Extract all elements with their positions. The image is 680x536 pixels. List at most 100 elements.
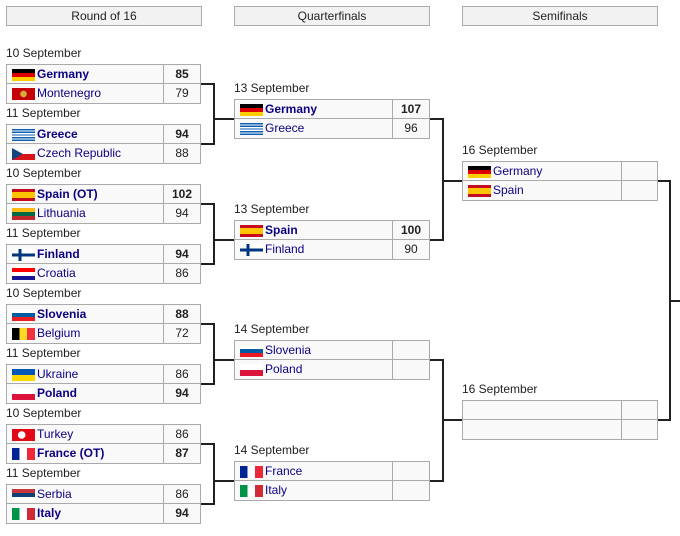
- header-quarterfinals: Quarterfinals: [234, 6, 430, 26]
- team-name[interactable]: Greece: [6, 124, 164, 144]
- team-row: Poland: [234, 360, 430, 380]
- team-name[interactable]: Italy: [234, 481, 393, 501]
- flag-it-icon: [240, 485, 263, 497]
- team-name[interactable]: Serbia: [6, 484, 164, 504]
- bracket-connector: [442, 118, 444, 241]
- team-name[interactable]: Ukraine: [6, 364, 164, 384]
- team-name[interactable]: Croatia: [6, 264, 164, 284]
- team-score: [621, 420, 658, 440]
- team-row: Spain 100: [234, 220, 430, 240]
- team-score: 87: [163, 444, 201, 464]
- team-row: Ukraine 86: [6, 364, 201, 384]
- team-name[interactable]: Slovenia: [6, 304, 164, 324]
- flag-fi-icon: [240, 244, 263, 256]
- match-date: 14 September: [234, 443, 310, 457]
- flag-fr-icon: [240, 466, 263, 478]
- team-score: [392, 461, 430, 481]
- match-date: 13 September: [234, 81, 310, 95]
- team-name[interactable]: Belgium: [6, 324, 164, 344]
- bracket-connector: [658, 180, 671, 182]
- flag-de-icon: [240, 104, 263, 116]
- flag-gr-icon: [12, 129, 35, 141]
- team-name[interactable]: Lithuania: [6, 204, 164, 224]
- team-name[interactable]: Germany: [6, 64, 164, 84]
- header-round-of-16: Round of 16: [6, 6, 202, 26]
- flag-fr-icon: [12, 448, 35, 460]
- team-name[interactable]: [462, 420, 622, 440]
- flag-de-icon: [468, 166, 491, 178]
- team-name[interactable]: Germany: [462, 161, 622, 181]
- team-row: Finland 90: [234, 240, 430, 260]
- team-row: [462, 420, 658, 440]
- team-name[interactable]: Turkey: [6, 424, 164, 444]
- team-row: [462, 400, 658, 420]
- team-name[interactable]: Finland: [6, 244, 164, 264]
- team-score: 72: [163, 324, 201, 344]
- team-row: Germany 85: [6, 64, 201, 84]
- bracket-connector: [214, 480, 234, 482]
- flag-pl-icon: [12, 388, 35, 400]
- flag-ua-icon: [12, 369, 35, 381]
- bracket-connector: [201, 443, 215, 445]
- team-name[interactable]: Czech Republic: [6, 144, 164, 164]
- team-name[interactable]: Germany: [234, 99, 393, 119]
- team-name[interactable]: Montenegro: [6, 84, 164, 104]
- team-name[interactable]: Spain: [234, 220, 393, 240]
- bracket-connector: [214, 118, 234, 120]
- team-name[interactable]: Spain (OT): [6, 184, 164, 204]
- team-name-text: Slovenia: [265, 343, 312, 357]
- bracket-connector: [213, 83, 215, 145]
- match-date: 11 September: [6, 226, 81, 240]
- team-row: Turkey 86: [6, 424, 201, 444]
- flag-tr-icon: [12, 429, 35, 441]
- team-name[interactable]: Finland: [234, 240, 393, 260]
- team-name[interactable]: Greece: [234, 119, 393, 139]
- team-name-text: Croatia: [37, 266, 76, 280]
- team-row: Slovenia: [234, 340, 430, 360]
- flag-it-icon: [12, 508, 35, 520]
- team-name[interactable]: Spain: [462, 181, 622, 201]
- team-score: 94: [163, 204, 201, 224]
- team-name[interactable]: France: [234, 461, 393, 481]
- bracket-connector: [443, 419, 462, 421]
- flag-fi-icon: [12, 249, 35, 261]
- flag-si-icon: [240, 345, 263, 357]
- bracket-connector: [214, 239, 234, 241]
- team-score: 94: [163, 504, 201, 524]
- bracket-connector: [658, 419, 671, 421]
- team-score: [392, 481, 430, 501]
- match-date: 16 September: [462, 382, 538, 396]
- team-score: [621, 161, 658, 181]
- bracket-connector: [213, 443, 215, 505]
- flag-pl-icon: [240, 364, 263, 376]
- bracket-connector: [443, 180, 462, 182]
- bracket-connector: [670, 300, 680, 302]
- flag-de-icon: [12, 69, 35, 81]
- team-score: 102: [163, 184, 201, 204]
- flag-rs-icon: [12, 489, 35, 501]
- team-name-text: Greece: [265, 121, 305, 135]
- team-name-text: Lithuania: [37, 206, 86, 220]
- team-name[interactable]: France (OT): [6, 444, 164, 464]
- team-name-text: Serbia: [37, 487, 72, 501]
- team-name[interactable]: Poland: [234, 360, 393, 380]
- team-name[interactable]: Slovenia: [234, 340, 393, 360]
- team-row: France (OT) 87: [6, 444, 201, 464]
- team-name-text: Poland: [37, 386, 78, 400]
- flag-cz-icon: [12, 148, 35, 160]
- team-row: Belgium 72: [6, 324, 201, 344]
- flag-be-icon: [12, 328, 35, 340]
- team-row: Germany 107: [234, 99, 430, 119]
- flag-gr-icon: [240, 123, 263, 135]
- team-name[interactable]: Italy: [6, 504, 164, 524]
- team-score: 86: [163, 424, 201, 444]
- match-date: 11 September: [6, 466, 81, 480]
- match-date: 16 September: [462, 143, 538, 157]
- header-semifinals: Semifinals: [462, 6, 658, 26]
- team-name-text: Italy: [37, 506, 62, 520]
- team-name-text: Germany: [37, 67, 90, 81]
- team-name-text: Finland: [37, 247, 80, 261]
- team-name-text: Ukraine: [37, 367, 79, 381]
- team-name[interactable]: Poland: [6, 384, 164, 404]
- team-name[interactable]: [462, 400, 622, 420]
